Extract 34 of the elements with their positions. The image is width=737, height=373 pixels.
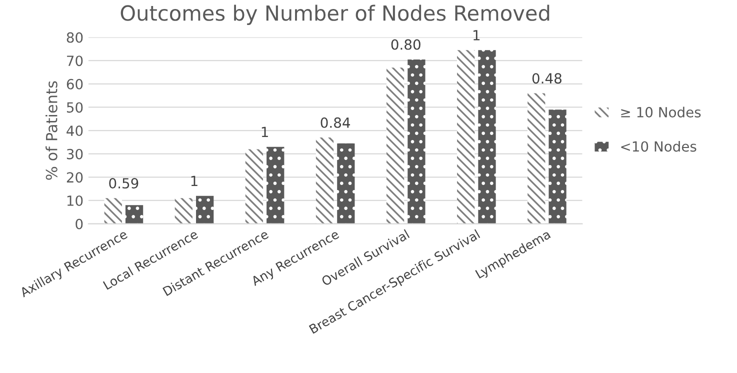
y-tick-label: 40 [66,126,83,136]
y-tick-label: 10 [67,195,83,206]
annotation: 0.80 [391,39,420,50]
chart-title: Outcomes by Number of Nodes Removed [120,4,550,25]
y-tick-label: 20 [66,172,83,183]
bar [196,196,214,224]
bar [548,110,566,224]
legend-label: <10 Nodes [621,140,696,152]
bar [316,138,334,224]
y-tick-label: 70 [67,56,83,66]
bar [386,68,404,224]
y-tick-label: 30 [66,148,83,160]
legend-label: ≥ 10 Nodes [621,106,701,118]
bar [478,50,496,224]
annotation: 1 [191,176,198,186]
bar [245,149,264,224]
y-tick-label: 60 [66,78,83,90]
bar [174,198,192,224]
bar [457,50,475,224]
annotation: 1 [474,30,480,40]
y-axis-title: % of Patients [46,81,58,180]
y-tick-label: 50 [66,102,83,113]
bar [408,59,426,224]
bar [125,205,144,224]
bar [528,93,546,224]
annotation: 0.84 [320,117,350,128]
bar [104,198,122,224]
bar [337,143,355,224]
annotation: 0.59 [109,178,138,189]
y-tick-label: 0 [76,218,83,230]
y-tick-label: 80 [66,32,83,43]
bar [266,146,284,224]
annotation: 1 [262,126,268,138]
annotation: 0.48 [532,73,562,84]
